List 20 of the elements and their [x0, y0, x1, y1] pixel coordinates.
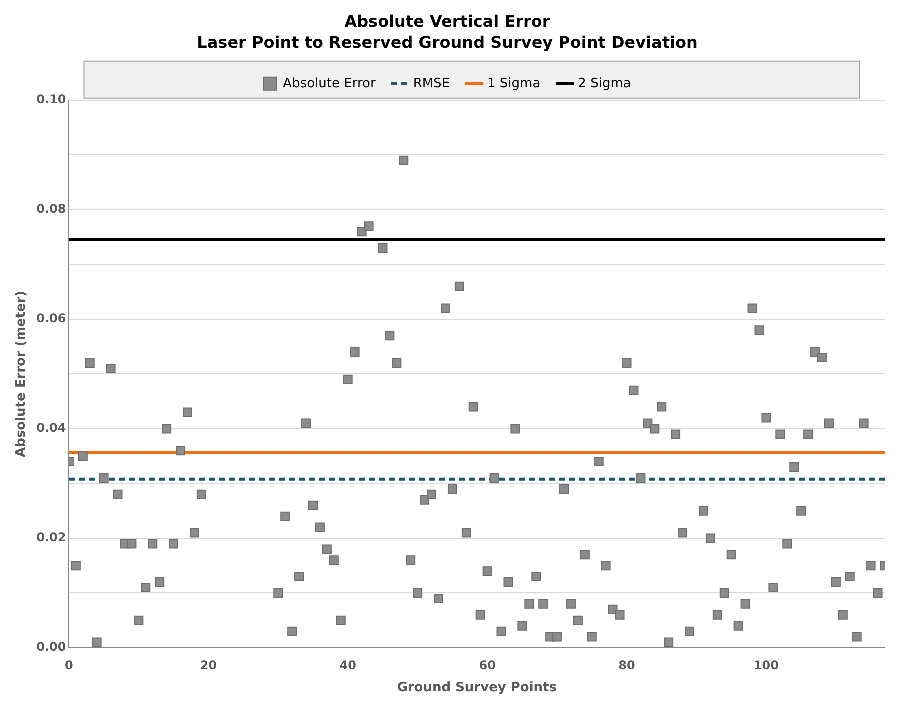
legend-label: 2 Sigma	[578, 76, 632, 92]
legend-label: RMSE	[413, 76, 450, 92]
y-tick-label: 0.02	[36, 530, 66, 545]
chart-subtitle: Laser Point to Reserved Ground Survey Point Deviation	[197, 32, 698, 52]
y-tick-label: 0.06	[36, 312, 66, 326]
y-tick-label: 0.08	[36, 202, 66, 216]
x-tick-label: 20	[200, 658, 218, 672]
y-tick-label: 0.10	[36, 92, 66, 107]
chart-title: Absolute Vertical Error	[344, 12, 550, 31]
x-tick-label: 80	[618, 658, 636, 672]
y-axis-title: Absolute Error (meter)	[14, 290, 30, 458]
y-tick-label: 0.00	[36, 640, 66, 654]
x-tick-label: 100	[754, 658, 779, 672]
legend-label: Absolute Error	[283, 76, 376, 92]
x-tick-label: 40	[340, 658, 356, 672]
legend-label: 1 Sigma	[488, 76, 541, 92]
x-tick-label: 60	[479, 658, 496, 672]
x-axis-title: Ground Survey Points	[397, 680, 558, 696]
y-tick-label: 0.04	[36, 421, 66, 436]
x-tick-label: 0	[65, 658, 74, 672]
